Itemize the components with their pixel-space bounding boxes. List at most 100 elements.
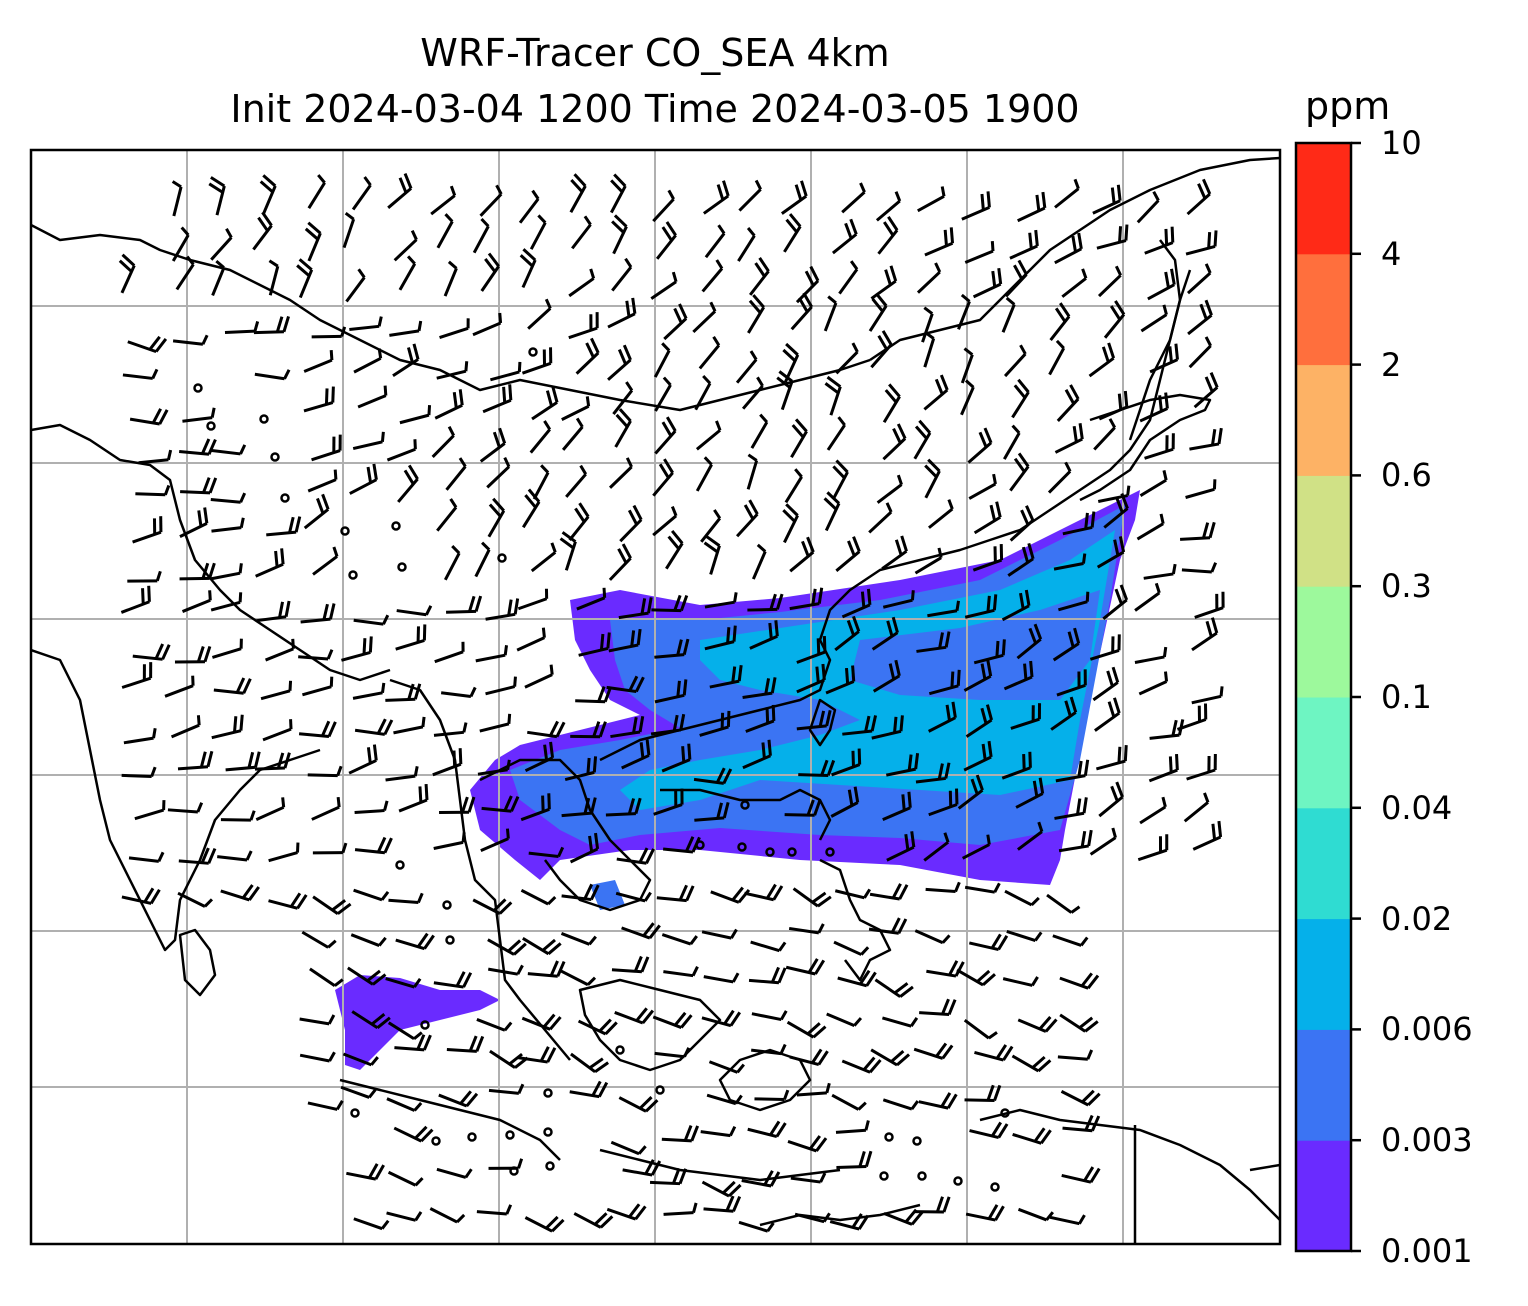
wind-barb bbox=[311, 797, 341, 821]
calm-wind-marker bbox=[445, 935, 455, 945]
wind-barb bbox=[652, 458, 674, 497]
wind-barb bbox=[179, 507, 209, 538]
wind-barb bbox=[606, 675, 645, 694]
wind-barb bbox=[747, 294, 766, 334]
wind-barb bbox=[748, 966, 787, 985]
wind-barb bbox=[1001, 751, 1032, 780]
wind-barb bbox=[398, 783, 429, 813]
wind-barb bbox=[307, 469, 338, 493]
wind-barb bbox=[433, 832, 466, 850]
wind-barb bbox=[387, 172, 413, 209]
wind-barb bbox=[835, 1120, 870, 1134]
wind-barb bbox=[783, 213, 802, 253]
calm-wind-marker bbox=[765, 847, 775, 857]
wind-barb bbox=[395, 932, 435, 951]
wind-barb bbox=[751, 1010, 788, 1022]
wind-barb bbox=[430, 185, 457, 216]
wind-barb bbox=[916, 631, 951, 653]
wind-barb bbox=[121, 887, 161, 905]
wind-barb bbox=[521, 1013, 562, 1031]
wind-barb bbox=[129, 408, 169, 426]
colorbar-tick-label: 0.6 bbox=[1381, 456, 1432, 495]
wind-barb bbox=[474, 541, 491, 578]
colorbar-tick-label: 0.003 bbox=[1381, 1121, 1473, 1160]
wind-barb bbox=[704, 625, 737, 651]
wind-barb bbox=[385, 977, 422, 989]
wind-barb bbox=[311, 434, 342, 462]
wind-barb bbox=[1015, 777, 1045, 809]
wind-barb bbox=[968, 933, 1009, 951]
wind-barb bbox=[1046, 893, 1081, 914]
wind-barb bbox=[789, 536, 815, 573]
wind-barb bbox=[1144, 433, 1175, 460]
wind-barb bbox=[826, 1012, 863, 1027]
calm-wind-marker bbox=[912, 1136, 922, 1146]
wind-barb bbox=[928, 788, 959, 817]
map-title-line-1: WRF-Tracer CO_SEA 4km bbox=[420, 31, 890, 75]
wind-barb bbox=[784, 799, 822, 817]
calm-wind-marker bbox=[348, 570, 358, 580]
wind-barb bbox=[913, 1042, 954, 1060]
colorbar-segment bbox=[1296, 918, 1351, 1030]
wind-barb bbox=[614, 1007, 655, 1025]
wind-barb bbox=[268, 259, 280, 296]
wind-barb bbox=[702, 180, 730, 215]
wind-barb bbox=[694, 801, 730, 822]
wind-barb bbox=[520, 793, 551, 822]
wind-barb bbox=[342, 211, 356, 249]
wind-barb bbox=[530, 542, 557, 573]
wind-barb bbox=[256, 600, 291, 623]
wind-barb bbox=[475, 645, 509, 663]
wind-barb bbox=[179, 562, 216, 581]
wind-barb bbox=[312, 895, 352, 915]
wind-barb bbox=[127, 335, 168, 354]
wind-barb bbox=[868, 502, 893, 534]
wind-barb bbox=[439, 318, 470, 340]
wind-barb bbox=[1089, 827, 1117, 856]
wind-barb bbox=[181, 590, 212, 613]
wind-barb bbox=[429, 1207, 466, 1224]
wind-barb bbox=[393, 1125, 434, 1143]
wind-barb bbox=[1097, 265, 1122, 298]
colorbar-segment bbox=[1296, 586, 1351, 698]
wind-barb bbox=[296, 258, 314, 299]
wind-barb bbox=[385, 765, 419, 782]
wind-barb bbox=[871, 616, 899, 651]
wind-barb bbox=[353, 1217, 390, 1231]
wind-barb bbox=[924, 458, 941, 499]
wind-barb bbox=[1092, 666, 1120, 702]
wind-barb bbox=[386, 439, 417, 462]
wind-barb bbox=[476, 1204, 513, 1216]
wind-barb bbox=[928, 669, 961, 696]
wind-barb bbox=[738, 179, 762, 212]
wind-barb bbox=[841, 588, 872, 619]
wind-barb bbox=[652, 189, 675, 223]
wind-barb bbox=[254, 752, 291, 771]
calm-wind-marker bbox=[206, 421, 216, 431]
wind-barb bbox=[220, 810, 256, 822]
wind-barb bbox=[1149, 343, 1179, 374]
wind-barb bbox=[1136, 513, 1165, 541]
wind-barb bbox=[389, 320, 423, 337]
wind-barb bbox=[742, 739, 772, 770]
wind-barb bbox=[561, 797, 597, 818]
wind-barb bbox=[960, 347, 974, 384]
wind-barb bbox=[122, 368, 159, 380]
wind-barb bbox=[472, 898, 513, 915]
wind-barb bbox=[655, 221, 677, 260]
wind-barb bbox=[796, 635, 827, 664]
wind-barb bbox=[516, 627, 546, 652]
wind-barb bbox=[570, 721, 607, 739]
wind-barb bbox=[798, 759, 836, 777]
calm-wind-marker bbox=[1000, 1108, 1010, 1118]
wind-barb bbox=[132, 643, 171, 661]
wind-barb bbox=[701, 1180, 742, 1198]
wind-barb bbox=[210, 592, 243, 612]
wind-barb bbox=[874, 978, 914, 998]
wind-barb bbox=[1093, 418, 1117, 451]
wind-barb bbox=[353, 614, 390, 626]
coastlines bbox=[31, 156, 1280, 1244]
wind-barb bbox=[210, 227, 233, 261]
wind-barb bbox=[518, 189, 540, 224]
wind-barb bbox=[735, 499, 759, 538]
